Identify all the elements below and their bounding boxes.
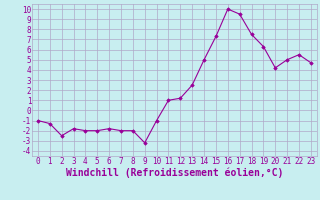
X-axis label: Windchill (Refroidissement éolien,°C): Windchill (Refroidissement éolien,°C) [66,167,283,178]
